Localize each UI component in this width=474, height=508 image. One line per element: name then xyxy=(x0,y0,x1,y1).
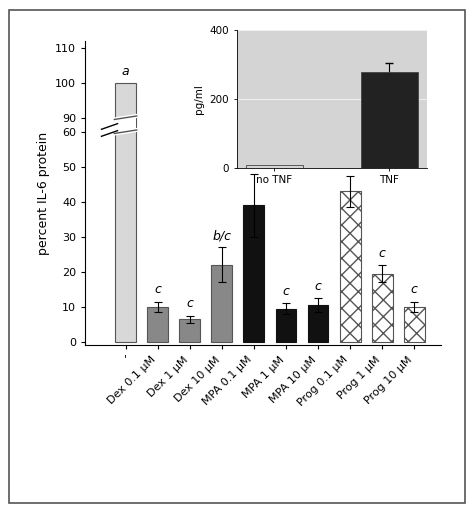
Text: b: b xyxy=(346,157,354,170)
Bar xyxy=(179,319,200,342)
Text: c: c xyxy=(154,283,161,296)
Bar xyxy=(246,165,303,168)
Bar xyxy=(275,309,296,342)
Text: c: c xyxy=(283,285,289,298)
Y-axis label: pg/ml: pg/ml xyxy=(194,84,204,114)
Bar xyxy=(244,205,264,342)
Bar xyxy=(147,307,168,342)
Bar xyxy=(211,265,232,342)
Bar xyxy=(115,83,136,342)
Bar xyxy=(340,192,361,342)
Bar xyxy=(115,118,136,132)
Text: b: b xyxy=(250,155,258,169)
Text: c: c xyxy=(379,246,385,260)
Y-axis label: percent IL-6 protein: percent IL-6 protein xyxy=(37,132,50,255)
Text: b/c: b/c xyxy=(212,229,231,242)
Text: c: c xyxy=(411,283,418,296)
Bar xyxy=(361,72,418,168)
Text: c: c xyxy=(315,280,321,293)
Text: a: a xyxy=(122,66,129,78)
Bar xyxy=(308,305,328,342)
Text: c: c xyxy=(186,297,193,310)
Bar xyxy=(404,307,425,342)
Bar xyxy=(372,274,392,342)
